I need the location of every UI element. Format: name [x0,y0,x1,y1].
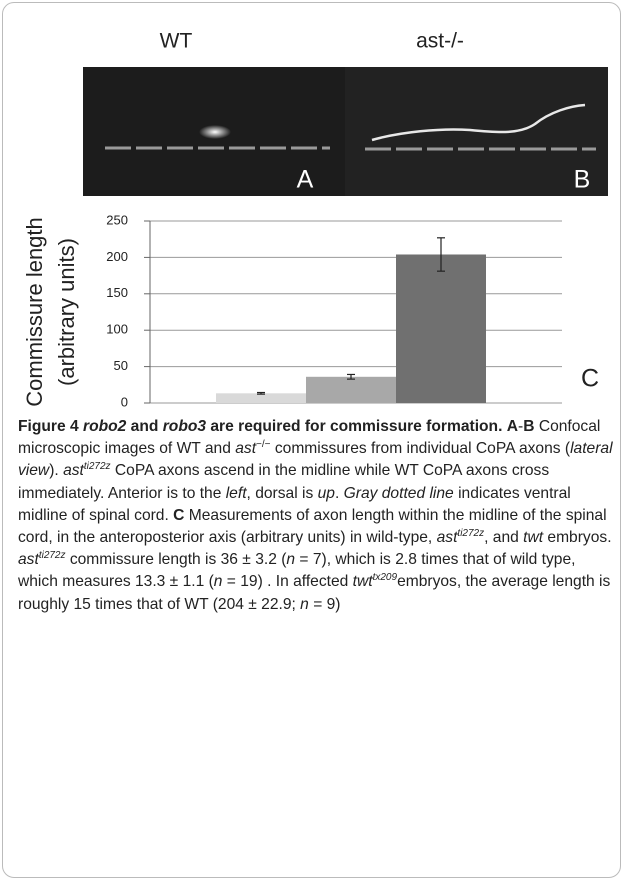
caption-text: ti272z [457,528,484,539]
caption-text: ). [49,462,63,479]
y-tick-label: 150 [106,285,128,300]
caption-text: ast [63,462,84,479]
caption-text: are required for commissure formation. [206,418,502,435]
figure: WT ast-/- A B Commissure length (arbitra… [0,0,625,415]
panel-label: B [574,166,591,194]
caption-text: n [286,551,295,568]
y-axis-label: (arbitrary units) [54,238,79,386]
caption-text: embryos. [543,529,611,546]
figure-caption: Figure 4 robo2 and robo3 are required fo… [18,416,614,616]
plot-area: 050100150200250wild-typeast-/-twt [106,212,562,415]
y-tick-label: 250 [106,212,128,227]
caption-text: robo2 [83,418,126,435]
caption-text: up [318,485,335,502]
caption-text: twt [523,529,543,546]
y-tick-label: 200 [106,249,128,264]
bar [306,377,396,403]
panel-title: WT [160,30,193,53]
axon [199,125,231,139]
caption-text: = 19) . In affected [222,573,352,590]
caption-text: left [226,485,247,502]
caption-text: commissure length is 36 ± 3.2 ( [66,551,287,568]
caption-text: ti272z [39,550,66,561]
caption-text: and [126,418,162,435]
caption-text: Figure 4 [18,418,83,435]
caption-text: robo3 [163,418,206,435]
caption-text: , dorsal is [247,485,318,502]
caption-text: tx209 [373,572,397,583]
caption-text: commissures from individual CoPA axons ( [271,440,571,457]
bar [216,393,306,403]
panel-label: C [581,365,599,393]
caption-text: ast [18,551,39,568]
caption-text: = 9) [309,596,341,613]
caption-text: twt [353,573,373,590]
caption-text: ast [437,529,458,546]
caption-text: B [523,418,534,435]
y-tick-label: 0 [121,394,128,409]
caption-text: ti272z [84,461,111,472]
caption-text: ast [235,440,256,457]
y-tick-label: 50 [114,358,128,373]
y-axis-label: Commissure length [22,217,47,407]
caption-text: C [173,507,184,524]
caption-text: n [300,596,309,613]
caption-text: , and [484,529,523,546]
panel-title: ast-/- [416,30,464,53]
caption-text: . [335,485,344,502]
y-tick-label: 100 [106,322,128,337]
caption-text: A [507,418,518,435]
caption-text: Gray dotted line [344,485,454,502]
bar [396,254,486,403]
panel-label: A [297,166,314,194]
caption-text: −/− [256,439,270,450]
